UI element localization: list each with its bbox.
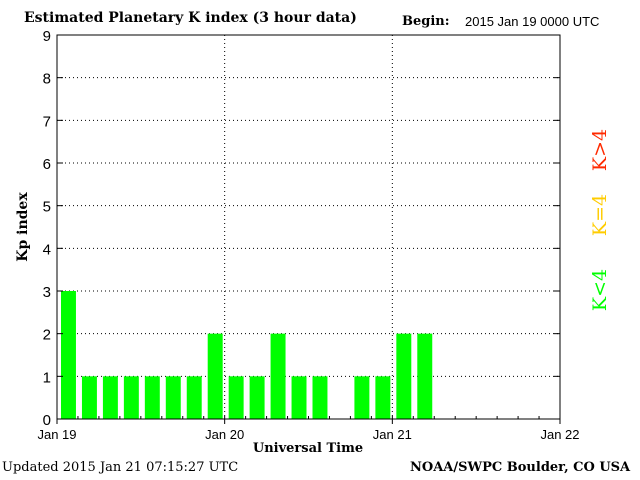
chart-title: Estimated Planetary K index (3 hour data… xyxy=(24,10,357,26)
y-tick-label: 5 xyxy=(43,199,51,216)
begin-label: Begin: xyxy=(402,14,450,29)
kp-bar xyxy=(186,376,202,419)
y-tick-label: 8 xyxy=(43,71,51,88)
x-tick-label: Jan 19 xyxy=(37,427,76,442)
axes: 0 1 2 3 4 5 6 7 8 9 Jan 19 Jan 20 Jan 21 Jan 22 xyxy=(37,28,579,442)
legend-item: K<4 xyxy=(589,269,611,311)
kp-bar xyxy=(354,376,370,419)
y-tick-label: 3 xyxy=(43,284,51,301)
y-tick-label: 0 xyxy=(43,412,51,429)
y-tick-label: 6 xyxy=(43,156,51,173)
kp-bar xyxy=(291,376,307,419)
y-tick-label: 7 xyxy=(43,113,51,130)
x-tick-label: Jan 21 xyxy=(373,427,412,442)
x-tick-label: Jan 22 xyxy=(540,427,579,442)
kp-bar xyxy=(165,376,181,419)
kp-bar xyxy=(417,333,433,419)
legend-item: K=4 xyxy=(589,194,611,236)
kp-bar xyxy=(249,376,265,419)
y-axis-label: Kp index xyxy=(15,192,31,262)
x-tick-label: Jan 20 xyxy=(205,427,244,442)
y-tick-label: 1 xyxy=(43,369,51,386)
kp-bar xyxy=(61,291,76,419)
kp-bar xyxy=(207,333,223,419)
x-axis-label: Universal Time xyxy=(253,441,363,456)
kp-bar xyxy=(228,376,244,419)
y-tick-label: 9 xyxy=(43,28,51,45)
kp-bar xyxy=(102,376,118,419)
kp-bar xyxy=(144,376,160,419)
bars xyxy=(61,291,433,419)
y-tick-label: 2 xyxy=(43,327,51,344)
source-credit: NOAA/SWPC Boulder, CO USA xyxy=(410,460,631,475)
kp-bar xyxy=(312,376,328,419)
begin-value: 2015 Jan 19 0000 UTC xyxy=(465,14,600,29)
kp-bar xyxy=(81,376,97,419)
kp-bar xyxy=(375,376,391,419)
kp-bar xyxy=(396,333,412,419)
kp-bar xyxy=(270,333,286,419)
y-tick-label: 4 xyxy=(43,241,51,258)
updated-timestamp: Updated 2015 Jan 21 07:15:27 UTC xyxy=(2,460,239,475)
kp-bar xyxy=(123,376,139,419)
plot-frame xyxy=(56,34,561,420)
legend-item: K>4 xyxy=(589,129,611,171)
grid-lines xyxy=(57,35,560,419)
legend: K>4 K=4 K<4 xyxy=(589,129,611,311)
